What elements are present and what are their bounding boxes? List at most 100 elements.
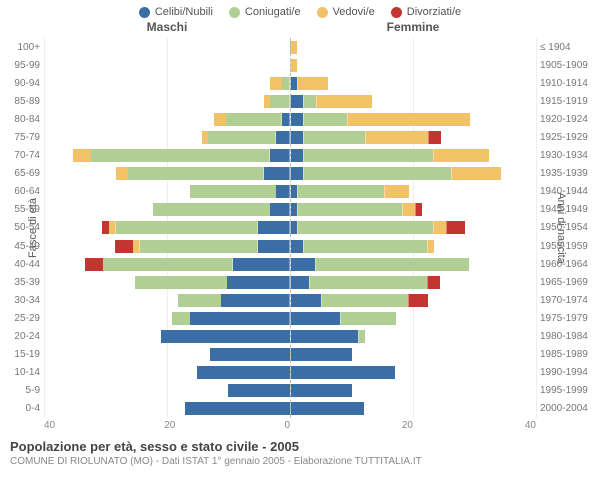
legend-item-widowed: Vedovi/e: [317, 6, 375, 18]
age-row: 95-991905-1909: [44, 56, 536, 74]
female-bar: [291, 95, 537, 108]
female-bar: [291, 384, 537, 397]
female-bar: [291, 348, 537, 361]
seg-widowed: [73, 149, 91, 162]
seg-widowed: [214, 113, 226, 126]
seg-married: [297, 185, 384, 198]
seg-single: [291, 276, 309, 289]
seg-single: [291, 240, 303, 253]
age-row: 85-891915-1919: [44, 92, 536, 110]
birth-label: 1905-1909: [540, 60, 596, 71]
legend-swatch-widowed: [317, 7, 328, 18]
seg-divorced: [446, 221, 465, 234]
seg-married: [297, 203, 402, 216]
age-row: 25-291975-1979: [44, 309, 536, 327]
female-bar: [291, 240, 537, 253]
male-bar: [44, 366, 291, 379]
male-bar: [44, 113, 291, 126]
seg-widowed: [433, 221, 446, 234]
birth-label: 1950-1954: [540, 222, 596, 233]
seg-single: [258, 221, 290, 234]
age-label: 60-64: [4, 186, 40, 197]
legend-item-married: Coniugati/e: [229, 6, 301, 18]
male-bar: [44, 131, 291, 144]
age-row: 75-791925-1929: [44, 128, 536, 146]
female-bar: [291, 167, 537, 180]
age-row: 60-641940-1944: [44, 183, 536, 201]
seg-married: [128, 167, 264, 180]
seg-widowed: [427, 240, 434, 253]
seg-widowed: [291, 41, 297, 54]
age-label: 10-14: [4, 367, 40, 378]
seg-divorced: [415, 203, 422, 216]
seg-married: [153, 203, 270, 216]
female-bar: [291, 221, 537, 234]
age-label: 50-54: [4, 222, 40, 233]
seg-married: [303, 95, 316, 108]
male-bar: [44, 41, 291, 54]
gender-headers: Maschi Femmine: [0, 20, 600, 38]
seg-married: [303, 113, 347, 126]
seg-single: [276, 131, 289, 144]
male-bar: [44, 95, 291, 108]
birth-label: 1990-1994: [540, 367, 596, 378]
seg-single: [228, 384, 289, 397]
age-label: 40-44: [4, 259, 40, 270]
female-bar: [291, 59, 537, 72]
seg-divorced: [85, 258, 103, 271]
seg-married: [282, 77, 289, 90]
seg-single: [291, 330, 359, 343]
legend-label-married: Coniugati/e: [245, 6, 301, 18]
legend-label-widowed: Vedovi/e: [333, 6, 375, 18]
seg-widowed: [297, 77, 329, 90]
seg-single: [221, 294, 290, 307]
age-row: 45-491955-1959: [44, 237, 536, 255]
female-bar: [291, 276, 537, 289]
birth-label: 1925-1929: [540, 132, 596, 143]
seg-single: [291, 312, 340, 325]
seg-married: [270, 95, 289, 108]
age-label: 15-19: [4, 349, 40, 360]
legend: Celibi/NubiliConiugati/eVedovi/eDivorzia…: [0, 0, 600, 20]
seg-divorced: [115, 240, 133, 253]
female-bar: [291, 41, 537, 54]
female-bar: [291, 185, 537, 198]
seg-single: [291, 366, 395, 379]
age-row: 80-841920-1924: [44, 110, 536, 128]
x-axis-left: 40200: [44, 420, 290, 431]
male-bar: [44, 203, 291, 216]
seg-single: [291, 348, 352, 361]
seg-married: [116, 221, 258, 234]
birth-label: 1970-1974: [540, 295, 596, 306]
seg-single: [291, 384, 352, 397]
female-bar: [291, 402, 537, 415]
birth-label: 1910-1914: [540, 78, 596, 89]
age-label: 75-79: [4, 132, 40, 143]
seg-single: [291, 113, 303, 126]
seg-widowed: [133, 240, 140, 253]
age-row: 35-391965-1969: [44, 273, 536, 291]
age-row: 5-91995-1999: [44, 382, 536, 400]
seg-married: [303, 149, 433, 162]
seg-single: [276, 185, 289, 198]
birth-label: 1920-1924: [540, 114, 596, 125]
age-row: 65-691935-1939: [44, 165, 536, 183]
seg-widowed: [384, 185, 410, 198]
birth-label: 1985-1989: [540, 349, 596, 360]
seg-single: [291, 258, 316, 271]
x-axis: 40200 2040: [0, 418, 600, 431]
female-bar: [291, 294, 537, 307]
seg-widowed: [347, 113, 471, 126]
age-label: 85-89: [4, 96, 40, 107]
age-label: 25-29: [4, 313, 40, 324]
seg-single: [185, 402, 289, 415]
seg-widowed: [291, 59, 297, 72]
seg-married: [315, 258, 469, 271]
chart-subtitle: COMUNE DI RIOLUNATO (MO) - Dati ISTAT 1°…: [10, 456, 590, 467]
female-bar: [291, 113, 537, 126]
seg-single: [291, 95, 303, 108]
chart-rows: 100+≤ 190495-991905-190990-941910-191485…: [44, 38, 536, 418]
seg-single: [227, 276, 289, 289]
age-row: 30-341970-1974: [44, 291, 536, 309]
seg-divorced: [408, 294, 427, 307]
